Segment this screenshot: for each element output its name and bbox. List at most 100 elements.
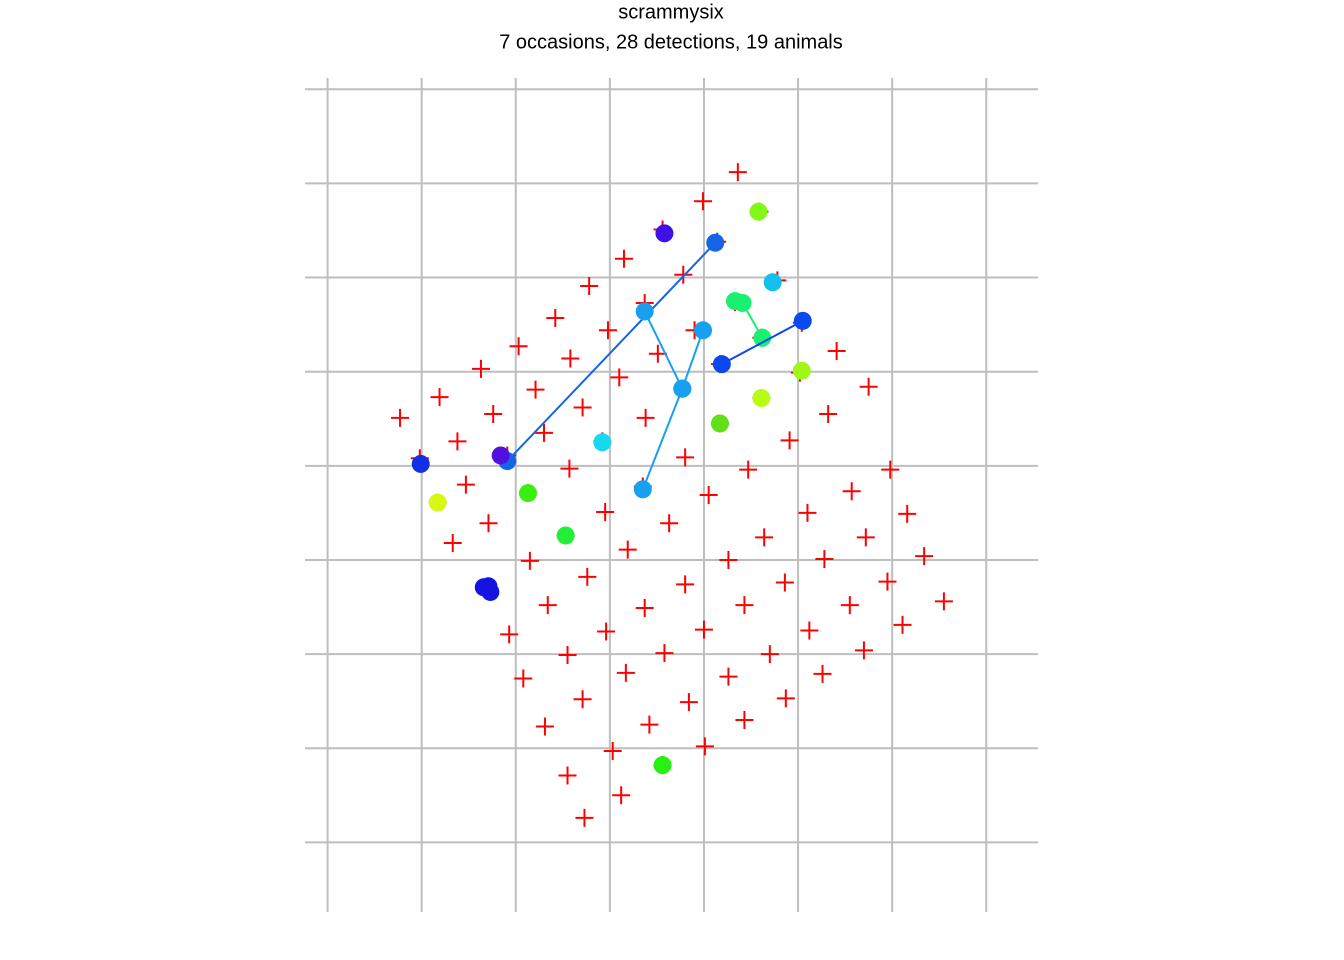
detector: [479, 514, 498, 533]
detector: [728, 163, 747, 182]
detector: [558, 766, 577, 785]
detector: [859, 377, 878, 396]
detector: [856, 528, 875, 547]
detector: [800, 621, 819, 640]
detector: [699, 486, 718, 504]
detector: [842, 482, 861, 501]
detector: [878, 572, 897, 591]
detector: [575, 808, 594, 827]
detector: [893, 615, 912, 634]
detection: [479, 577, 498, 596]
detector: [573, 690, 592, 709]
detection: [673, 379, 692, 398]
detector: [520, 551, 539, 570]
detector: [573, 398, 592, 417]
detector: [514, 669, 533, 688]
detection: [411, 454, 430, 473]
detector: [535, 717, 554, 736]
detector: [694, 192, 713, 211]
detector: [676, 575, 695, 594]
detector: [391, 408, 410, 427]
detector: [679, 693, 698, 712]
detector: [596, 502, 615, 521]
detection: [519, 484, 538, 503]
detector: [719, 667, 738, 686]
detector: [898, 504, 917, 523]
detector: [775, 573, 794, 592]
detector: [578, 567, 597, 586]
detector: [580, 277, 599, 296]
detector: [735, 596, 754, 615]
detector: [760, 645, 779, 664]
detector: [739, 460, 758, 479]
detector: [674, 265, 693, 284]
detector: [660, 514, 679, 533]
detector: [598, 321, 617, 340]
detector: [640, 715, 659, 734]
detection: [655, 224, 674, 243]
detection: [752, 389, 771, 408]
movement-line: [721, 319, 804, 366]
detector: [813, 664, 832, 683]
detection: [706, 233, 725, 252]
detection: [733, 293, 752, 312]
detector: [610, 368, 629, 387]
detector: [676, 448, 695, 467]
detection: [763, 273, 782, 292]
detector: [798, 503, 817, 522]
detection: [792, 361, 811, 380]
detector: [471, 359, 490, 378]
detector: [430, 388, 449, 407]
detection: [710, 414, 729, 433]
detector: [538, 596, 557, 615]
detection: [749, 202, 768, 221]
detection: [556, 526, 575, 545]
detector: [881, 460, 900, 479]
detector: [484, 405, 503, 424]
detector: [456, 475, 475, 494]
detector: [500, 625, 519, 644]
detector: [546, 309, 565, 328]
detector: [597, 622, 616, 641]
detector: [934, 592, 953, 611]
detector: [694, 620, 713, 639]
detection: [694, 321, 713, 340]
detector: [840, 596, 859, 615]
detector: [819, 405, 838, 424]
detector: [509, 337, 528, 356]
chart-subtitle: 7 occasions, 28 detections, 19 animals: [499, 31, 843, 53]
detector: [448, 432, 467, 451]
detector: [443, 534, 462, 553]
detector: [560, 459, 579, 478]
detector: [558, 646, 577, 665]
detector: [827, 341, 846, 360]
detector: [655, 644, 674, 663]
detector: [854, 641, 873, 660]
detector: [616, 663, 635, 682]
detection: [653, 756, 672, 775]
detector: [535, 423, 554, 442]
detector: [755, 528, 774, 547]
detector: [780, 431, 799, 450]
detector: [735, 710, 754, 729]
detection: [428, 493, 447, 512]
detection: [633, 480, 652, 499]
chart-title: scrammysix: [618, 1, 724, 23]
detector: [915, 547, 934, 566]
detection: [635, 302, 654, 321]
movement-line: [506, 242, 716, 462]
detection: [593, 433, 612, 452]
detector: [636, 408, 655, 427]
detection: [491, 446, 510, 465]
detection: [753, 328, 772, 347]
detector: [815, 550, 834, 569]
detection: [712, 355, 731, 374]
detector: [648, 344, 667, 363]
detector: [603, 742, 622, 761]
detector: [614, 249, 633, 268]
detector: [612, 786, 631, 805]
detector: [561, 349, 580, 368]
detector: [719, 550, 738, 569]
